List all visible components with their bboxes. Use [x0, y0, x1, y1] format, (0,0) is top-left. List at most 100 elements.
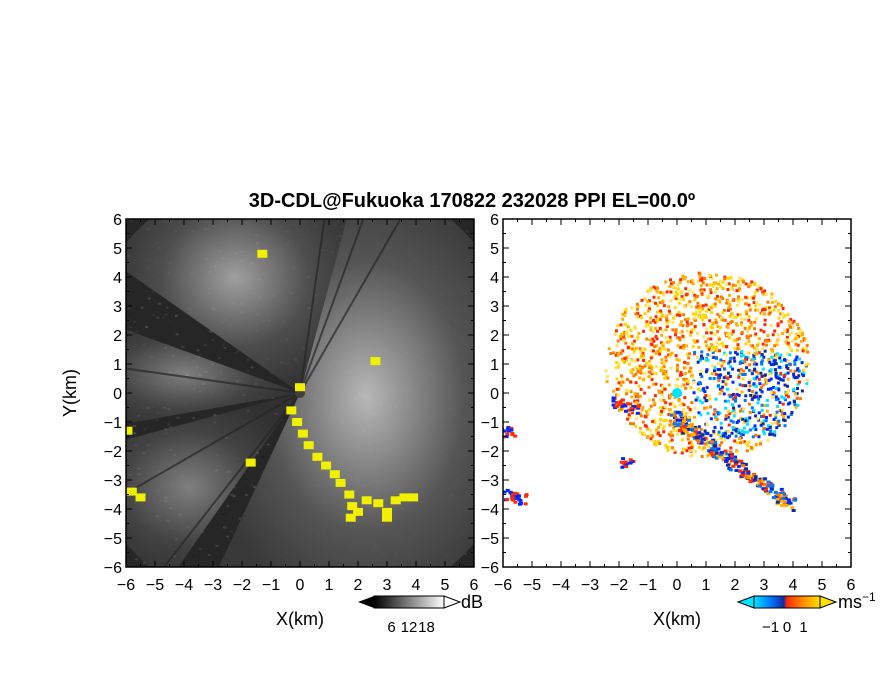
velocity-pixel	[765, 427, 769, 431]
velocity-pixel	[702, 313, 706, 317]
velocity-pixel	[752, 353, 756, 357]
velocity-pixel	[641, 405, 645, 409]
velocity-pixel	[728, 321, 732, 325]
noise-speck	[271, 397, 275, 400]
noise-speck	[230, 493, 234, 496]
velocity-pixel	[705, 327, 709, 331]
velocity-pixel	[787, 500, 792, 504]
velocity-pixel	[644, 303, 648, 307]
velocity-pixel	[784, 503, 789, 507]
velocity-pixel	[730, 286, 734, 290]
velocity-pixel	[636, 337, 640, 341]
x-tick-label: 2	[354, 577, 363, 594]
noise-speck	[127, 318, 131, 321]
velocity-pixel	[730, 320, 734, 324]
velocity-pixel	[669, 430, 673, 434]
velocity-pixel	[753, 361, 757, 365]
velocity-pixel	[658, 417, 662, 421]
velocity-pixel	[725, 345, 729, 349]
velocity-pixel	[732, 428, 736, 432]
velocity-pixel	[698, 275, 702, 279]
velocity-pixel	[696, 356, 700, 360]
velocity-pixel	[678, 281, 682, 285]
velocity-pixel	[640, 316, 644, 320]
velocity-pixel	[779, 366, 783, 370]
velocity-pixel	[781, 316, 785, 320]
velocity-pixel	[630, 342, 634, 346]
velocity-pixel	[621, 357, 625, 361]
y-tick-label: −5	[104, 531, 122, 548]
velocity-pixel	[623, 322, 627, 326]
noise-speck	[266, 443, 270, 446]
velocity-pixel	[675, 363, 679, 367]
velocity-pixel	[704, 370, 708, 374]
velocity-pixel	[710, 344, 714, 348]
velocity-pixel	[643, 297, 647, 301]
velocity-pixel	[672, 413, 677, 417]
x-tick-label: −6	[117, 577, 135, 594]
velocity-pixel	[686, 437, 690, 441]
velocity-pixel	[686, 280, 690, 284]
velocity-pixel	[758, 477, 763, 481]
noise-speck	[246, 358, 250, 361]
velocity-pixel	[774, 413, 778, 417]
velocity-pixel	[717, 343, 721, 347]
velocity-pixel	[726, 436, 730, 440]
velocity-pixel	[629, 369, 633, 373]
velocity-pixel	[763, 323, 767, 327]
velocity-pixel	[735, 427, 739, 431]
velocity-pixel	[716, 447, 721, 451]
velocity-pixel	[696, 439, 701, 443]
velocity-pixel	[779, 493, 784, 497]
velocity-colorbar: −1 0 1 ms−1	[736, 590, 876, 636]
colorbar-gradient	[753, 595, 821, 609]
velocity-pixel	[662, 369, 666, 373]
noise-speck	[201, 531, 205, 534]
velocity-pixel	[795, 375, 799, 379]
velocity-pixel	[721, 380, 725, 384]
velocity-pixel	[619, 383, 623, 387]
velocity-pixel	[649, 437, 653, 441]
velocity-pixel	[615, 377, 619, 381]
velocity-pixel	[714, 356, 718, 360]
velocity-pixel	[609, 351, 613, 355]
velocity-pixel	[647, 360, 651, 364]
velocity-pixel	[745, 364, 749, 368]
velocity-pixel	[738, 469, 743, 473]
velocity-pixel	[744, 442, 748, 446]
velocity-pixel	[779, 372, 783, 376]
velocity-pixel	[666, 348, 670, 352]
echo-wedge	[126, 393, 300, 567]
velocity-pixel	[696, 331, 700, 335]
shadow-ray	[299, 219, 365, 394]
velocity-pixel	[524, 494, 529, 498]
velocity-pixel	[771, 432, 775, 436]
velocity-pixel	[662, 293, 666, 297]
velocity-pixel	[734, 460, 739, 464]
velocity-pixel	[721, 434, 725, 438]
y-tick-label: −2	[481, 444, 499, 461]
velocity-pixel	[654, 315, 658, 319]
velocity-pixel	[621, 333, 625, 337]
velocity-pixel	[656, 329, 660, 333]
velocity-pixel	[654, 326, 658, 330]
velocity-pixel	[718, 349, 722, 353]
velocity-pixel	[653, 401, 657, 405]
velocity-pixel	[700, 276, 704, 280]
velocity-pixel	[705, 431, 710, 435]
velocity-pixel	[652, 319, 656, 323]
velocity-pixel	[700, 350, 704, 354]
velocity-pixel	[649, 320, 653, 324]
noise-speck	[133, 432, 137, 435]
velocity-pixel	[693, 350, 697, 354]
velocity-pixel	[711, 355, 715, 359]
velocity-pixel	[771, 496, 776, 500]
velocity-pixel	[727, 399, 731, 403]
velocity-pixel	[524, 493, 529, 497]
velocity-pixel	[794, 376, 798, 380]
velocity-pixel	[786, 341, 790, 345]
velocity-pixel	[730, 393, 734, 397]
velocity-pixel	[678, 331, 682, 335]
velocity-pixel	[804, 363, 808, 367]
